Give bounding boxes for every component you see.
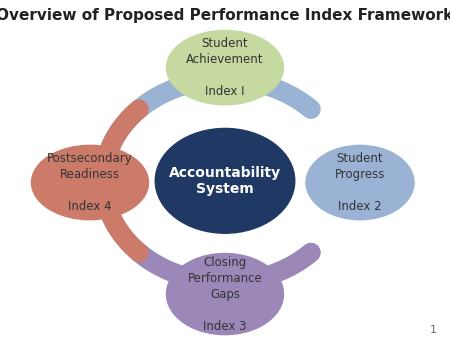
Text: Accountability
System: Accountability System — [169, 166, 281, 196]
Ellipse shape — [306, 145, 414, 220]
Ellipse shape — [155, 128, 295, 233]
Text: 1: 1 — [429, 324, 436, 335]
Ellipse shape — [32, 145, 148, 220]
Text: Closing
Performance
Gaps

Index 3: Closing Performance Gaps Index 3 — [188, 256, 262, 333]
Text: Postsecondary
Readiness

Index 4: Postsecondary Readiness Index 4 — [47, 152, 133, 213]
Text: Student
Progress

Index 2: Student Progress Index 2 — [335, 152, 385, 213]
Text: Student
Achievement

Index I: Student Achievement Index I — [186, 37, 264, 98]
Ellipse shape — [166, 254, 284, 335]
Ellipse shape — [166, 30, 284, 105]
Text: Overview of Proposed Performance Index Framework: Overview of Proposed Performance Index F… — [0, 8, 450, 23]
